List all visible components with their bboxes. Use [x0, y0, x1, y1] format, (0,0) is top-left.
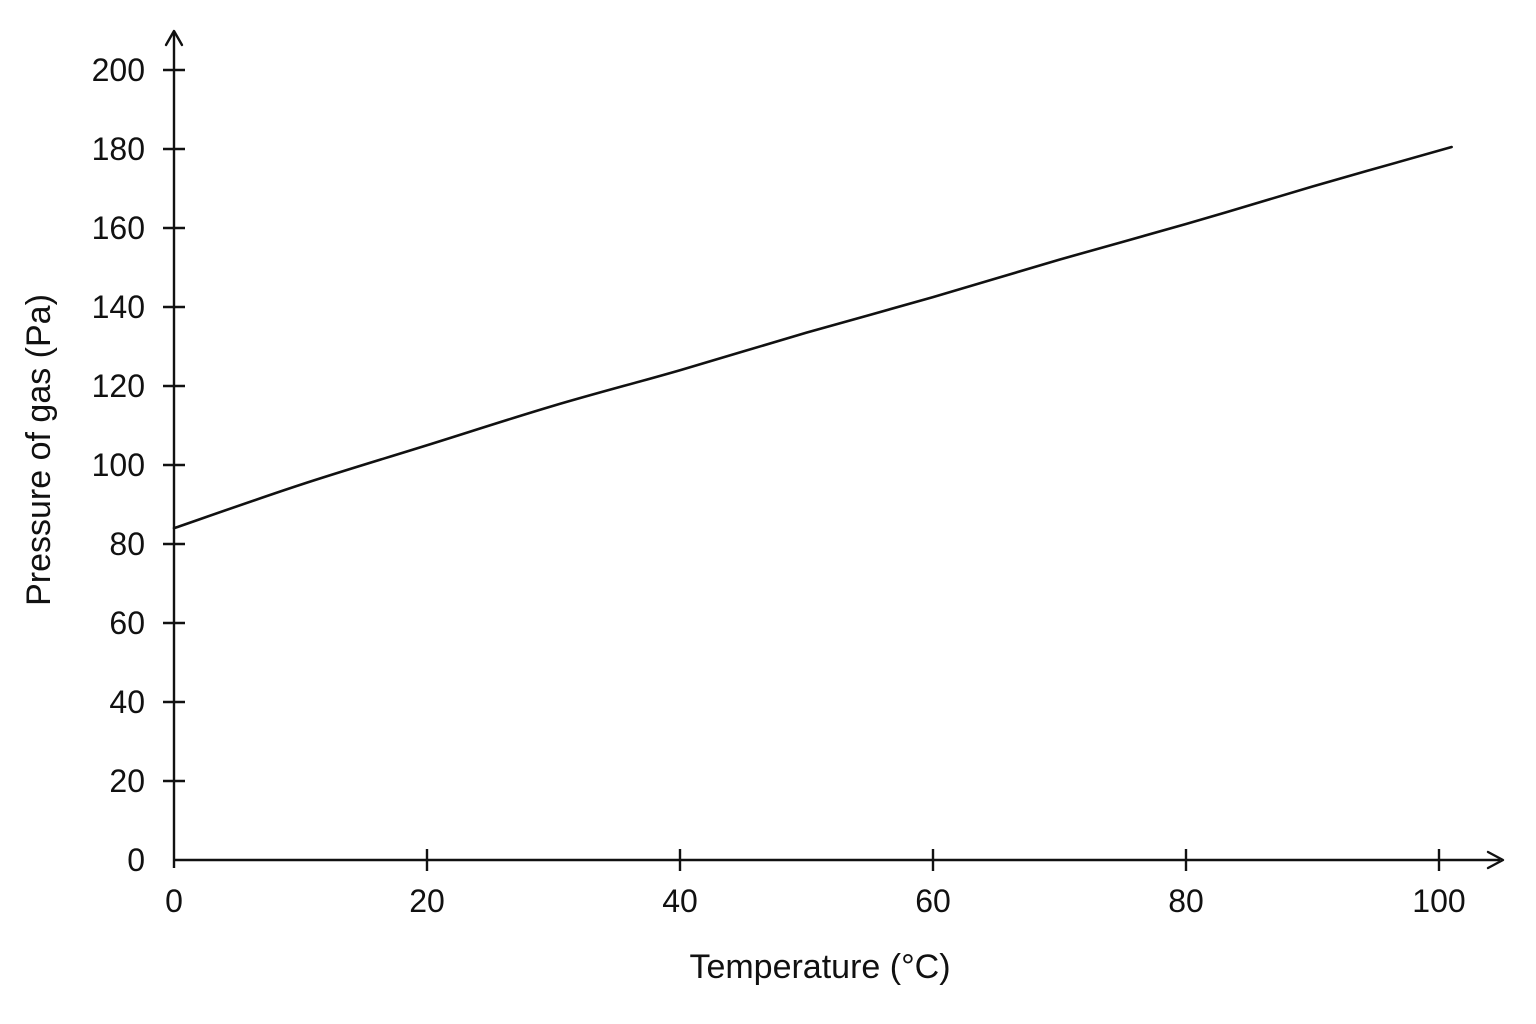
y-axis-title: Pressure of gas (Pa) [20, 294, 58, 606]
y-tick-label: 200 [92, 52, 145, 88]
y-tick-label: 80 [109, 526, 145, 562]
series-line-0 [172, 145, 1453, 530]
y-tick-label: 20 [109, 763, 145, 799]
y-tick-label: 160 [92, 210, 145, 246]
x-axis-title: Temperature (°C) [689, 948, 950, 986]
x-tick-label: 100 [1412, 883, 1465, 919]
y-tick-label: 60 [109, 605, 145, 641]
x-tick-label: 40 [662, 883, 698, 919]
x-tick-label: 60 [915, 883, 951, 919]
y-tick-label: 100 [92, 447, 145, 483]
y-tick-label: 0 [127, 842, 145, 878]
x-tick-label: 20 [409, 883, 445, 919]
series-layer [172, 145, 1453, 530]
y-tick-label: 120 [92, 368, 145, 404]
y-axis-arrowhead [164, 29, 184, 47]
y-tick-label: 40 [109, 684, 145, 720]
x-ticks: 0 20 40 60 80 100 [165, 849, 1466, 919]
x-axis-arrowhead [1486, 850, 1505, 870]
x-tick-label: 0 [165, 883, 183, 919]
y-tick-label: 180 [92, 131, 145, 167]
y-tick-label: 140 [92, 289, 145, 325]
axes [164, 29, 1505, 870]
y-ticks: 0 20 40 60 80 100 120 140 160 180 200 [92, 52, 185, 878]
x-tick-label: 80 [1168, 883, 1204, 919]
